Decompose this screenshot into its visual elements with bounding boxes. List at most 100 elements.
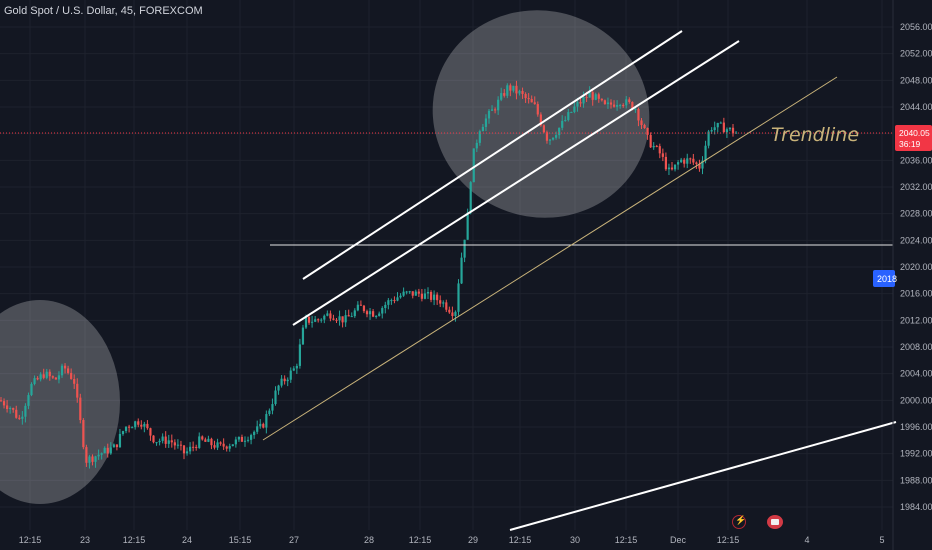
- candle-body: [234, 439, 237, 445]
- candle-body: [335, 319, 338, 321]
- candle-body: [210, 438, 213, 446]
- candle-body: [451, 312, 454, 316]
- candle-body: [48, 371, 51, 377]
- trendline[interactable]: [262, 76, 838, 441]
- candle-body: [295, 365, 298, 369]
- candle-body: [454, 311, 457, 316]
- candle-body: [555, 135, 558, 138]
- candle-body: [0, 400, 3, 402]
- candle-body: [579, 102, 582, 104]
- ray-line-bottom[interactable]: [509, 421, 897, 531]
- x-tick-label: 27: [289, 535, 299, 545]
- channel-line-upper[interactable]: [302, 30, 683, 280]
- flash-icon[interactable]: [732, 515, 746, 529]
- candle-body: [731, 127, 735, 134]
- x-tick-label: 28: [364, 535, 374, 545]
- candle-body: [701, 160, 704, 169]
- candle-body: [628, 99, 631, 103]
- candle-body: [558, 127, 561, 136]
- candle-body: [457, 283, 460, 312]
- candle-body: [185, 451, 189, 454]
- candle-body: [719, 122, 722, 124]
- candle-body: [128, 426, 131, 428]
- candle-body: [698, 163, 701, 169]
- candle-body: [85, 447, 88, 463]
- candle-body: [588, 92, 591, 98]
- candle-body: [402, 291, 405, 296]
- candle-body: [625, 99, 628, 106]
- candle-body: [240, 436, 244, 442]
- candle-body: [484, 118, 488, 127]
- candle-body: [490, 109, 494, 111]
- candle-body: [509, 85, 512, 91]
- candle-body: [286, 379, 289, 382]
- candle-body: [195, 446, 198, 448]
- drawn-shapes: [0, 10, 650, 504]
- candle-body: [201, 436, 204, 440]
- candle-body: [536, 104, 539, 115]
- level-price-label[interactable]: 2018: [873, 270, 897, 287]
- candle-body: [259, 423, 262, 427]
- candle-body: [73, 378, 76, 384]
- candle-body: [390, 300, 393, 302]
- candle-body: [256, 426, 259, 432]
- price-axis[interactable]: 2056.002052.002048.002044.002040.002036.…: [892, 0, 932, 550]
- candle-body: [115, 444, 118, 448]
- candle-body: [515, 85, 518, 94]
- candle-body: [600, 98, 603, 101]
- candle-body: [652, 145, 655, 148]
- candle-body: [664, 156, 667, 170]
- candle-body: [356, 304, 359, 311]
- candle-body: [60, 365, 64, 376]
- candle-body: [372, 311, 375, 317]
- candle-body: [433, 294, 436, 300]
- candle-body: [341, 316, 344, 323]
- candle-body: [609, 102, 613, 105]
- y-tick-label: 2028.00: [900, 209, 932, 219]
- trendline-label[interactable]: Trendline: [771, 124, 859, 146]
- highlight-ellipse-left[interactable]: [0, 300, 120, 504]
- candle-body: [710, 130, 713, 132]
- candle-body: [317, 319, 320, 321]
- candle-body: [15, 409, 18, 418]
- candle-body: [649, 134, 652, 148]
- channel-line-lower[interactable]: [292, 40, 740, 326]
- candle-body: [277, 385, 280, 391]
- candle-body: [353, 310, 356, 317]
- last-price-label[interactable]: 2040.05 36:19: [895, 125, 932, 151]
- candle-body: [362, 305, 366, 312]
- y-tick-label: 2032.00: [900, 182, 932, 192]
- candle-body: [695, 162, 698, 164]
- candle-body: [88, 456, 91, 463]
- candle-body: [683, 159, 686, 164]
- last-price-countdown: 36:19: [899, 139, 921, 149]
- candle-body: [21, 416, 24, 419]
- candle-body: [307, 316, 311, 323]
- candle-body: [301, 327, 305, 345]
- calendar-icon[interactable]: [767, 515, 783, 529]
- candle-body: [314, 319, 317, 322]
- candle-body: [585, 97, 588, 99]
- candle-body: [192, 446, 195, 448]
- candle-body: [12, 408, 15, 410]
- candle-body: [658, 146, 661, 154]
- candle-body: [396, 297, 399, 301]
- candle-body: [54, 377, 57, 380]
- candle-body: [597, 94, 600, 99]
- candle-body: [591, 92, 594, 100]
- y-tick-label: 2052.00: [900, 49, 932, 59]
- candle-body: [265, 414, 268, 428]
- candle-body: [512, 85, 515, 91]
- candle-body: [18, 417, 21, 419]
- candle-body: [670, 167, 674, 170]
- candle-body: [594, 94, 597, 100]
- candle-body: [216, 442, 219, 448]
- symbol-title[interactable]: Gold Spot / U.S. Dollar, 45, FOREXCOM: [4, 5, 203, 17]
- candle-body: [542, 125, 545, 133]
- candle-body: [622, 105, 625, 107]
- time-axis[interactable]: 12:15 23 12:15 24 15:15 27 28 12:15 29 12:15 30 12:…: [19, 535, 885, 545]
- candle-body: [332, 318, 335, 320]
- candle-body: [637, 108, 640, 121]
